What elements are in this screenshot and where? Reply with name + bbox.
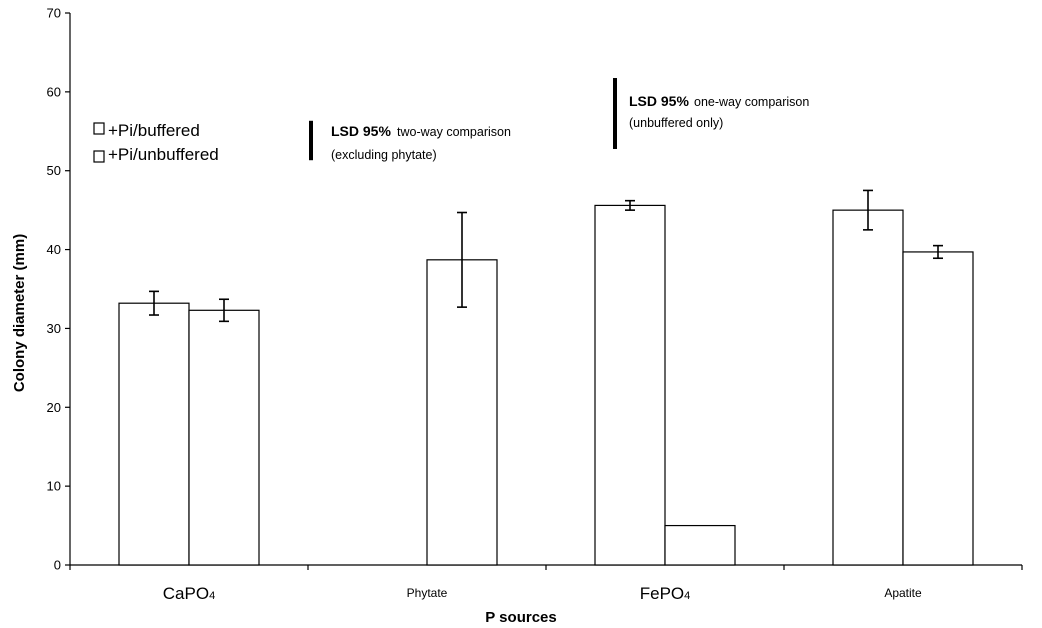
legend: +Pi/buffered +Pi/unbuffered [93, 121, 219, 164]
y-tick-label: 30 [47, 321, 61, 336]
lsd-bar-two-way [309, 120, 313, 161]
lsd-label-one-way: LSD 95% [629, 93, 689, 109]
x-tick-label: FePO4 [640, 584, 691, 603]
lsd-bar-one-way [613, 78, 617, 149]
x-tick-label: CaPO4 [163, 584, 215, 603]
y-tick-label: 0 [54, 558, 61, 573]
y-axis-title: Colony diameter (mm) [11, 234, 28, 392]
lsd-subtext-two-way: (excluding phytate) [331, 148, 437, 162]
y-tick-label: 70 [47, 6, 61, 21]
bar-buffered [594, 204, 666, 566]
lsd-label-two-way: LSD 95% [331, 123, 391, 139]
bar-unbuffered [188, 309, 260, 566]
lsd-annotation-two-way: LSD 95% two-way comparison (excluding ph… [309, 120, 511, 162]
legend-swatch-buffered [93, 122, 105, 135]
axis-ticks [65, 12, 1023, 570]
bar-unbuffered [426, 259, 498, 566]
legend-swatch-unbuffered [93, 150, 105, 163]
lsd-text-one-way: one-way comparison [694, 95, 809, 109]
x-tick-label: Apatite [884, 586, 922, 600]
legend-label-buffered: +Pi/buffered [108, 121, 200, 140]
tick-labels: 0 10 20 30 40 50 60 70 CaPO4 Phytate FePO4 Apatite [47, 6, 922, 604]
x-axis-title: P sources [485, 609, 556, 626]
legend-label-unbuffered: +Pi/unbuffered [108, 145, 219, 164]
lsd-annotation-one-way: LSD 95% one-way comparison (unbuffered o… [613, 78, 809, 149]
lsd-subtext-one-way: (unbuffered only) [629, 116, 723, 130]
bar-unbuffered [902, 251, 974, 566]
lsd-text-two-way: two-way comparison [397, 125, 511, 139]
error-bars [149, 189, 943, 323]
y-tick-label: 20 [47, 400, 61, 415]
y-tick-label: 60 [47, 84, 61, 99]
bar-buffered [118, 302, 190, 566]
bar-buffered [832, 209, 904, 566]
y-tick-label: 50 [47, 163, 61, 178]
y-tick-label: 40 [47, 242, 61, 257]
y-tick-label: 10 [47, 479, 61, 494]
bar-unbuffered [664, 524, 736, 566]
x-tick-label: Phytate [407, 586, 448, 600]
bars [118, 204, 974, 566]
